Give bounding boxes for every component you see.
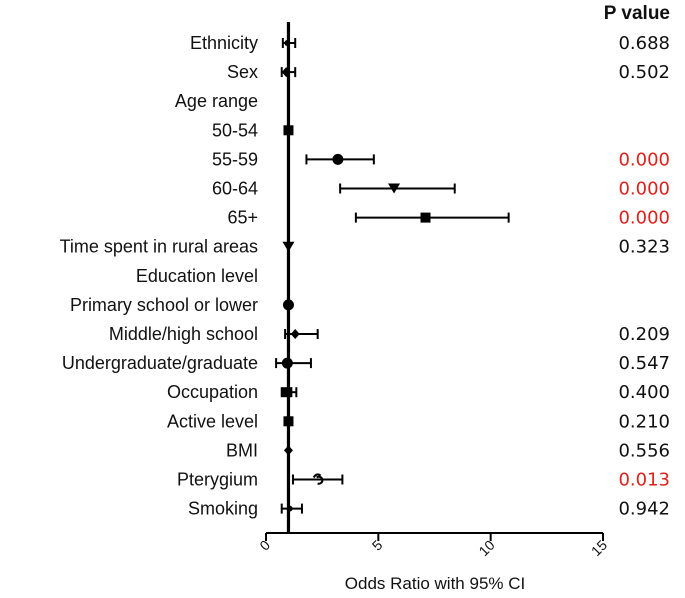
plot-rows: Ethnicity 0.688 Sex 0.502 Age range 50-54 55-5…	[60, 33, 670, 520]
plot-row: Undergraduate/graduate 0.547	[62, 353, 670, 374]
row-label: Active level	[167, 411, 258, 431]
p-value: 0.013	[618, 470, 670, 491]
plot-row: Education level	[136, 266, 258, 286]
row-label: 50-54	[212, 120, 258, 140]
p-value: 0.000	[618, 149, 670, 170]
p-value: 0.400	[618, 382, 670, 403]
row-label: 55-59	[212, 149, 258, 169]
row-label: Middle/high school	[109, 324, 258, 344]
plot-row: 55-59 0.000	[212, 149, 670, 170]
p-value-header: P value	[604, 3, 670, 24]
row-label: Sex	[227, 62, 258, 82]
row-label: Occupation	[167, 382, 258, 402]
odds-ratio-marker	[420, 212, 431, 223]
odds-ratio-marker	[312, 473, 324, 485]
plot-row: Age range	[175, 91, 258, 111]
p-value: 0.502	[618, 62, 670, 83]
plot-row: BMI 0.556	[226, 440, 670, 461]
plot-row: Occupation 0.400	[167, 382, 670, 403]
p-value: 0.942	[618, 499, 670, 520]
row-label: Primary school or lower	[70, 295, 258, 315]
x-tick-label: 5	[369, 537, 386, 554]
plot-row: Ethnicity 0.688	[190, 33, 670, 54]
p-value: 0.000	[618, 179, 670, 200]
row-label: Education level	[136, 266, 258, 286]
odds-ratio-marker	[388, 183, 401, 194]
row-label: 60-64	[212, 179, 258, 199]
x-axis: 0 5 10 15	[256, 532, 610, 559]
odds-ratio-marker	[290, 329, 300, 339]
plot-row: Pterygium 0.013	[177, 470, 670, 491]
row-label: BMI	[226, 440, 258, 460]
row-label: Age range	[175, 91, 258, 111]
row-label: Undergraduate/graduate	[62, 353, 258, 373]
p-value: 0.547	[618, 353, 670, 374]
p-value: 0.688	[618, 33, 670, 54]
p-value: 0.209	[618, 324, 670, 345]
row-label: 65+	[227, 208, 258, 228]
row-label: Pterygium	[177, 470, 258, 490]
p-value: 0.000	[618, 208, 670, 229]
p-value: 0.556	[618, 440, 670, 461]
odds-ratio-marker	[332, 153, 344, 165]
plot-row: Sex 0.502	[227, 62, 670, 83]
plot-row: Time spent in rural areas 0.323	[60, 237, 670, 258]
plot-row: Middle/high school 0.209	[109, 324, 670, 345]
plot-row: Smoking 0.942	[188, 499, 670, 520]
plot-row: 65+ 0.000	[227, 208, 670, 229]
row-label: Time spent in rural areas	[60, 237, 258, 257]
plot-row: Primary school or lower	[70, 295, 294, 315]
plot-row: 50-54	[212, 120, 294, 140]
row-label: Ethnicity	[190, 33, 258, 53]
p-value: 0.210	[618, 411, 670, 432]
x-tick-label: 15	[588, 537, 610, 559]
x-axis-label: Odds Ratio with 95% CI	[345, 574, 525, 593]
plot-row: Active level 0.210	[167, 411, 670, 432]
x-tick-label: 0	[256, 537, 273, 554]
row-label: Smoking	[188, 499, 258, 519]
p-value: 0.323	[618, 237, 670, 258]
x-tick-label: 10	[475, 537, 497, 559]
plot-row: 60-64 0.000	[212, 179, 670, 200]
